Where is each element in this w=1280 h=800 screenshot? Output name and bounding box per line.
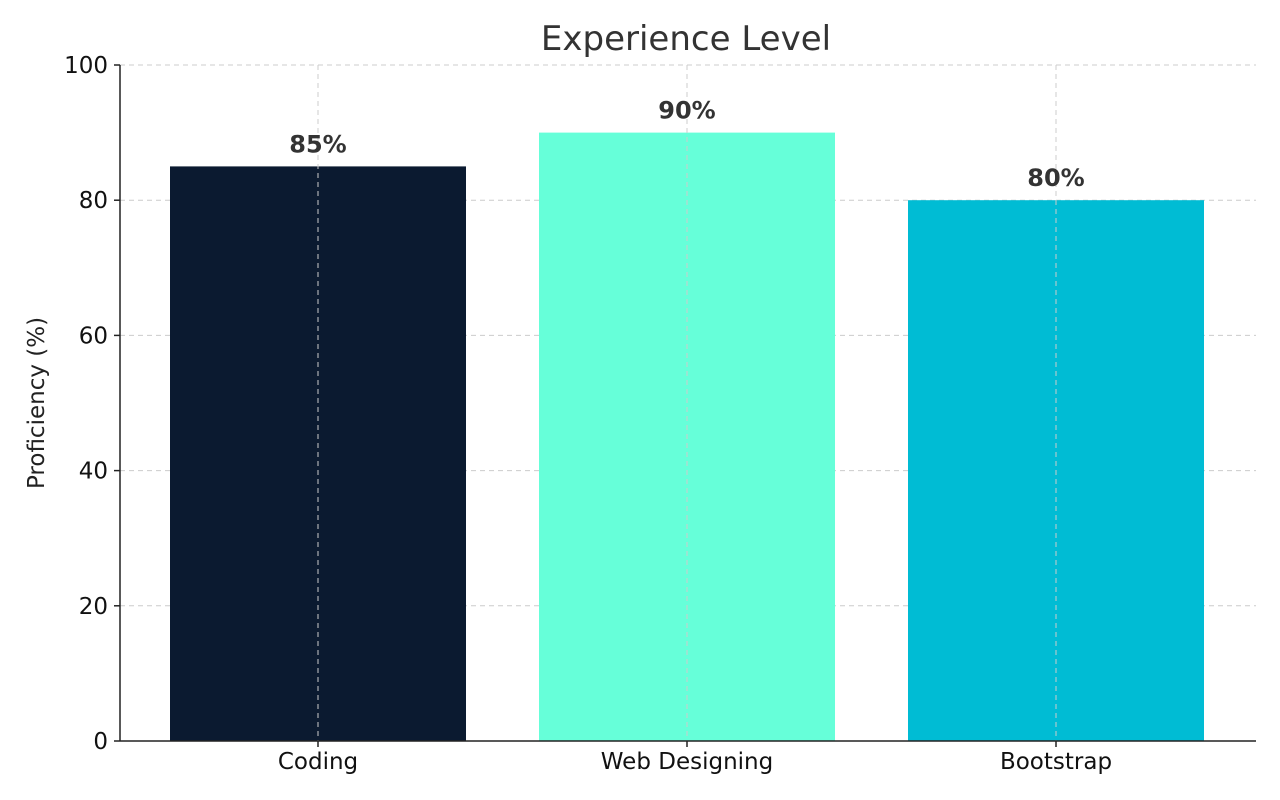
y-tick-label: 0 — [93, 729, 108, 755]
data-label: 85% — [289, 130, 346, 158]
x-tick-label: Coding — [278, 749, 358, 775]
data-label: 80% — [1027, 164, 1084, 192]
y-tick-label: 80 — [79, 188, 108, 214]
axes-layer — [114, 64, 1256, 747]
data-label: 90% — [658, 97, 715, 125]
y-tick-label: 20 — [79, 594, 108, 620]
labels-layer: 0 20 40 60 80 100 Coding Web Designing Bootstrap… — [64, 53, 1112, 775]
y-axis-label: Proficiency (%) — [24, 317, 50, 489]
y-tick-label: 40 — [79, 459, 108, 485]
vertical-grid-layer — [317, 65, 1057, 741]
x-tick-label: Bootstrap — [1000, 749, 1112, 775]
x-tick-label: Web Designing — [601, 749, 773, 775]
y-tick-label: 100 — [64, 53, 108, 79]
chart-title: Experience Level — [541, 19, 831, 59]
y-tick-label: 60 — [79, 323, 108, 349]
